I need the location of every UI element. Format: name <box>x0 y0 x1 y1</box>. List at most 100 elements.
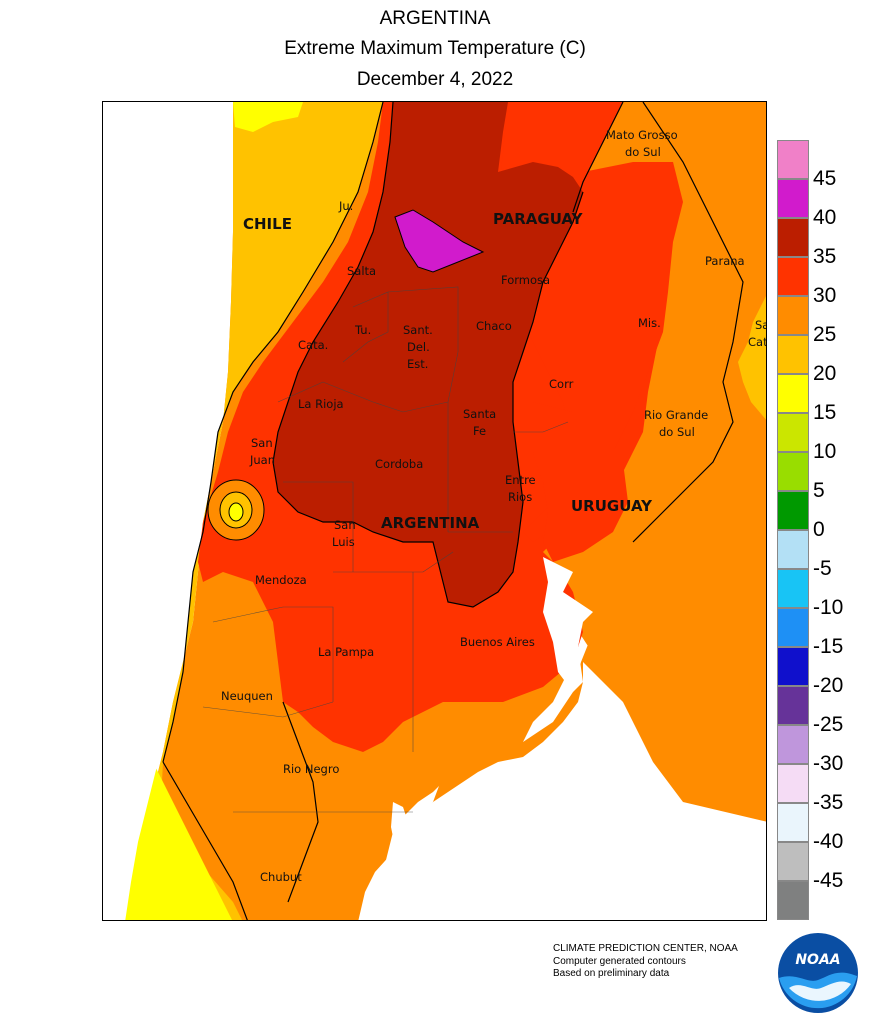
legend-swatch <box>777 140 809 179</box>
region-label-buenos-aires: Buenos Aires <box>460 635 535 649</box>
province-boundaries <box>202 286 569 813</box>
legend-label: 35 <box>813 245 837 268</box>
region-label-san-luis-1: San <box>334 518 356 532</box>
ocean-south-atlantic <box>358 662 766 920</box>
region-label-mato-grosso-2: do Sul <box>625 145 661 159</box>
legend-label: -30 <box>813 752 844 775</box>
region-label-mendoza: Mendoza <box>255 573 307 587</box>
legend-label: 25 <box>813 323 837 346</box>
credit-line-3: Based on preliminary data <box>553 968 670 979</box>
legend-label: -10 <box>813 596 844 619</box>
region-label-entre-rios-1: Entre <box>505 473 536 487</box>
legend-swatch <box>777 335 809 374</box>
country-label-paraguay: PARAGUAY <box>493 210 584 228</box>
legend-label: -5 <box>813 557 832 580</box>
map-subtitle: Extreme Maximum Temperature (C) <box>284 38 586 59</box>
region-label-rio-grande-2: do Sul <box>659 425 695 439</box>
noaa-logo: NOAA <box>778 933 858 1013</box>
region-label-misiones: Mis. <box>638 316 661 330</box>
legend-label: -15 <box>813 635 844 658</box>
legend-label: -20 <box>813 674 844 697</box>
region-label-jujuy: Ju. <box>338 199 353 213</box>
contour-lines <box>162 102 744 920</box>
zone-20-25-brazil <box>608 102 766 420</box>
region-label-corrientes: Corr <box>549 377 574 391</box>
region-label-santiago-2: Del. <box>407 340 430 354</box>
legend-swatch <box>777 803 809 842</box>
region-label-rio-grande-1: Rio Grande <box>644 408 708 422</box>
zone-cold-patch-inner <box>228 502 244 522</box>
region-label-la-pampa: La Pampa <box>318 645 374 659</box>
legend-swatch <box>777 452 809 491</box>
legend-label: -35 <box>813 791 844 814</box>
legend-swatch <box>777 569 809 608</box>
region-label-santiago-3: Est. <box>407 357 428 371</box>
region-label-mato-grosso-1: Mato Grosso <box>606 128 678 142</box>
zone-30-35-uruguay <box>533 402 628 562</box>
legend-swatch <box>777 179 809 218</box>
legend-swatch <box>777 647 809 686</box>
legend-label: -45 <box>813 869 844 892</box>
region-label-santa-fe-2: Fe <box>473 424 486 438</box>
country-label-uruguay: URUGUAY <box>571 497 653 515</box>
legend-swatch <box>777 374 809 413</box>
region-label-salta: Salta <box>347 264 376 278</box>
legend-label: 15 <box>813 401 837 424</box>
legend-swatch <box>777 725 809 764</box>
legend-swatch <box>777 491 809 530</box>
temperature-map: CHILE PARAGUAY ARGENTINA URUGUAY Ju. Sal… <box>102 101 767 921</box>
legend-label: 45 <box>813 167 837 190</box>
region-label-tucuman: Tu. <box>354 323 371 337</box>
credit-line-1: CLIMATE PREDICTION CENTER, NOAA <box>553 943 738 954</box>
region-label-santa-fe-1: Santa <box>463 407 496 421</box>
region-label-chubut: Chubut <box>260 870 302 884</box>
zone-20-25-east <box>623 102 766 572</box>
noaa-logo-text: NOAA <box>795 952 840 968</box>
temperature-map-canvas: CHILE PARAGUAY ARGENTINA URUGUAY Ju. Sal… <box>103 102 767 920</box>
region-label-rio-negro: Rio Negro <box>283 762 339 776</box>
region-label-catamarca: Cata. <box>298 338 328 352</box>
region-label-parana: Parana <box>705 254 745 268</box>
legend-label: 0 <box>813 518 825 541</box>
zone-35-40 <box>273 102 583 607</box>
legend-label: 40 <box>813 206 837 229</box>
zone-40-45 <box>394 209 485 273</box>
region-label-santa-catarina-1: Sa <box>755 318 767 332</box>
ocean-bahia-blanca <box>391 802 408 847</box>
map-date: December 4, 2022 <box>356 69 514 90</box>
region-label-la-rioja: La Rioja <box>298 397 344 411</box>
legend-swatch <box>777 686 809 725</box>
legend-swatch <box>777 218 809 257</box>
legend-swatch <box>777 842 809 881</box>
region-label-santa-catarina-2: Cata <box>748 335 767 349</box>
legend-label: 5 <box>813 479 825 502</box>
legend-swatch <box>777 257 809 296</box>
region-label-san-juan-1: San <box>251 436 273 450</box>
region-label-cordoba: Cordoba <box>375 457 423 471</box>
legend-label: -25 <box>813 713 844 736</box>
region-label-chaco: Chaco <box>476 319 512 333</box>
region-label-neuquen: Neuquen <box>221 689 273 703</box>
legend-swatch <box>777 413 809 452</box>
legend-swatch <box>777 608 809 647</box>
zone-15-20-north <box>233 102 303 132</box>
legend-label: -40 <box>813 830 844 853</box>
legend-swatch <box>777 530 809 569</box>
legend-swatch <box>777 764 809 803</box>
ocean-rio-de-la-plata <box>543 557 593 692</box>
ocean-pacific <box>103 102 233 920</box>
region-label-santiago-1: Sant. <box>403 323 433 337</box>
credit-line-2: Computer generated contours <box>553 956 686 967</box>
country-label-chile: CHILE <box>243 215 292 233</box>
map-title: ARGENTINA <box>379 8 491 29</box>
legend-label: 10 <box>813 440 837 463</box>
region-label-san-juan-2: Juan <box>249 453 275 467</box>
legend-label: 20 <box>813 362 837 385</box>
legend-swatch <box>777 881 809 920</box>
legend-swatch <box>777 296 809 335</box>
country-label-argentina: ARGENTINA <box>381 514 480 532</box>
region-label-formosa: Formosa <box>501 273 550 287</box>
region-label-san-luis-2: Luis <box>332 535 355 549</box>
legend-label: 30 <box>813 284 837 307</box>
region-label-entre-rios-2: Rios <box>508 490 532 504</box>
